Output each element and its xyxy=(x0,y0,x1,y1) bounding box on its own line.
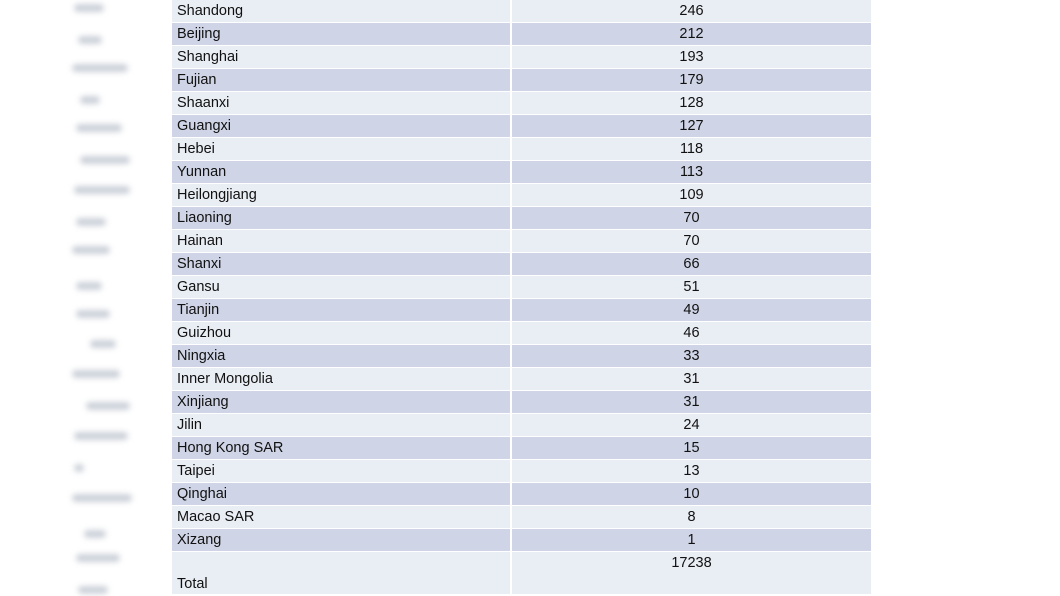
region-cell: Liaoning xyxy=(172,207,510,229)
table-row: Hebei 118 xyxy=(172,138,872,160)
region-cell: Fujian xyxy=(172,69,510,91)
region-cell: Ningxia xyxy=(172,345,510,367)
table-row: Yunnan 113 xyxy=(172,161,872,183)
count-cell: 8 xyxy=(512,506,871,528)
table-row: Macao SAR 8 xyxy=(172,506,872,528)
region-cell: Guizhou xyxy=(172,322,510,344)
table-row: Shaanxi 128 xyxy=(172,92,872,114)
total-row: Total 17238 xyxy=(172,552,872,594)
region-cell: Shanxi xyxy=(172,253,510,275)
table-row: Fujian 179 xyxy=(172,69,872,91)
region-cell: Shaanxi xyxy=(172,92,510,114)
region-cell: Hebei xyxy=(172,138,510,160)
total-value: 17238 xyxy=(512,552,871,594)
region-cell: Inner Mongolia xyxy=(172,368,510,390)
region-cell: Yunnan xyxy=(172,161,510,183)
table-row: Qinghai 10 xyxy=(172,483,872,505)
total-label: Total xyxy=(172,552,510,594)
count-cell: 24 xyxy=(512,414,871,436)
region-cell: Tianjin xyxy=(172,299,510,321)
region-cell: Beijing xyxy=(172,23,510,45)
table-row: Shanxi 66 xyxy=(172,253,872,275)
count-cell: 128 xyxy=(512,92,871,114)
region-cell: Qinghai xyxy=(172,483,510,505)
table-row: Xinjiang 31 xyxy=(172,391,872,413)
region-cell: Shandong xyxy=(172,0,510,22)
count-cell: 31 xyxy=(512,368,871,390)
count-cell: 10 xyxy=(512,483,871,505)
count-cell: 113 xyxy=(512,161,871,183)
table-row: Ningxia 33 xyxy=(172,345,872,367)
blurred-sidebar xyxy=(60,0,140,596)
region-cell: Hainan xyxy=(172,230,510,252)
count-cell: 46 xyxy=(512,322,871,344)
table-row: Taipei 13 xyxy=(172,460,872,482)
region-cell: Taipei xyxy=(172,460,510,482)
table-row: Xizang 1 xyxy=(172,529,872,551)
table-row: Jilin 24 xyxy=(172,414,872,436)
region-cell: Guangxi xyxy=(172,115,510,137)
table-row: Hong Kong SAR 15 xyxy=(172,437,872,459)
count-cell: 15 xyxy=(512,437,871,459)
table-row: Guizhou 46 xyxy=(172,322,872,344)
count-cell: 33 xyxy=(512,345,871,367)
table-row: Hainan 70 xyxy=(172,230,872,252)
count-cell: 246 xyxy=(512,0,871,22)
count-cell: 179 xyxy=(512,69,871,91)
count-cell: 66 xyxy=(512,253,871,275)
table-row: Tianjin 49 xyxy=(172,299,872,321)
table-row: Guangxi 127 xyxy=(172,115,872,137)
count-cell: 70 xyxy=(512,230,871,252)
region-cell: Gansu xyxy=(172,276,510,298)
count-cell: 212 xyxy=(512,23,871,45)
count-cell: 127 xyxy=(512,115,871,137)
region-cell: Jilin xyxy=(172,414,510,436)
region-cell: Heilongjiang xyxy=(172,184,510,206)
table: Shandong 246 Beijing 212 Shanghai 193 Fujian 17… xyxy=(172,0,872,596)
count-cell: 51 xyxy=(512,276,871,298)
count-cell: 31 xyxy=(512,391,871,413)
table-row: Heilongjiang 109 xyxy=(172,184,872,206)
table-row: Shanghai 193 xyxy=(172,46,872,68)
count-cell: 1 xyxy=(512,529,871,551)
count-cell: 49 xyxy=(512,299,871,321)
region-cell: Xinjiang xyxy=(172,391,510,413)
count-cell: 13 xyxy=(512,460,871,482)
table-row: Beijing 212 xyxy=(172,23,872,45)
region-cell: Xizang xyxy=(172,529,510,551)
region-cell: Hong Kong SAR xyxy=(172,437,510,459)
table-row: Shandong 246 xyxy=(172,0,872,22)
table-row: Liaoning 70 xyxy=(172,207,872,229)
count-cell: 70 xyxy=(512,207,871,229)
table-row: Gansu 51 xyxy=(172,276,872,298)
count-cell: 109 xyxy=(512,184,871,206)
count-cell: 118 xyxy=(512,138,871,160)
table-row: Inner Mongolia 31 xyxy=(172,368,872,390)
region-cell: Macao SAR xyxy=(172,506,510,528)
region-cell: Shanghai xyxy=(172,46,510,68)
count-cell: 193 xyxy=(512,46,871,68)
